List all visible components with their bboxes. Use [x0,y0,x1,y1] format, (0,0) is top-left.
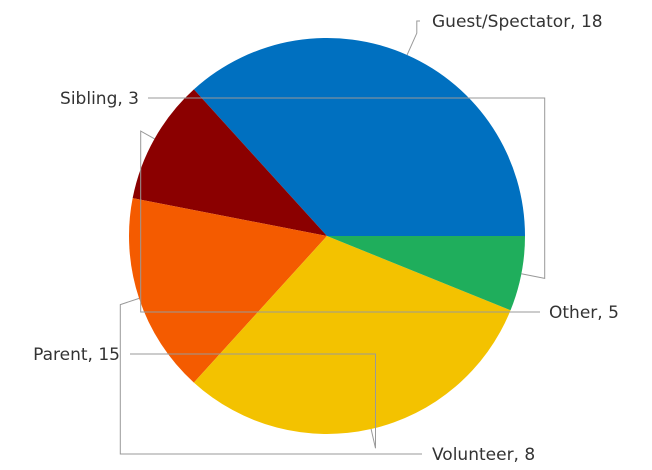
data-labels: Guest/Spectator, 18 Other, 5 Volunteer, 8 P… [33,12,619,465]
leader-line-parent [130,353,376,449]
pie-slice-volunteer [128,198,327,383]
leader-line-sibling [148,97,546,280]
data-label-volunteer: Volunteer, 8 [432,445,535,465]
pie-slices [128,37,525,435]
data-label-sibling: Sibling, 3 [60,89,139,109]
data-label-guest-spectator: Guest/Spectator, 18 [432,12,603,32]
data-label-other: Other, 5 [549,303,619,323]
leader-line-volunteer [119,297,422,455]
pie-slice-sibling [327,236,525,311]
pie-slice-parent [193,236,511,435]
leader-line-guest-spectator [406,20,420,56]
data-label-parent: Parent, 15 [33,345,120,365]
pie-slice-guest-spectator [193,37,525,236]
leader-line-other [140,130,540,313]
leader-lines [119,20,546,455]
pie-slice-other [132,89,327,236]
